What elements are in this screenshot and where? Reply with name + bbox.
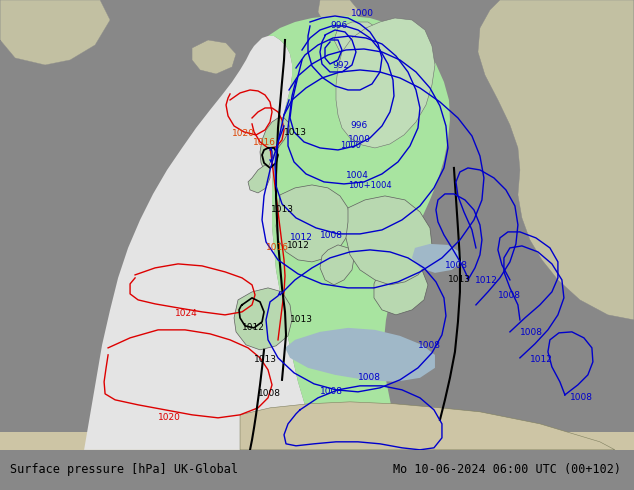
Text: 1013: 1013 [448,275,471,284]
Text: 1008: 1008 [418,341,441,350]
Polygon shape [0,432,634,450]
Text: 1012: 1012 [287,241,310,250]
Text: 1024: 1024 [175,309,198,318]
Polygon shape [412,244,462,273]
Text: 1008: 1008 [258,389,281,398]
Text: 1000: 1000 [348,135,371,144]
Text: 1008: 1008 [498,291,521,300]
Text: 996: 996 [350,121,367,130]
Polygon shape [346,196,432,285]
Text: 1008: 1008 [445,261,468,270]
Text: 1012: 1012 [290,233,313,242]
Polygon shape [0,0,110,200]
Text: 992: 992 [332,61,349,70]
Text: 1000: 1000 [340,141,361,150]
Polygon shape [276,185,350,262]
Polygon shape [318,0,360,30]
Text: 1008: 1008 [570,393,593,402]
Text: 1004: 1004 [346,171,369,180]
Text: 1008: 1008 [320,387,343,396]
Text: 1008: 1008 [358,373,381,382]
Text: 1020: 1020 [232,129,255,138]
Polygon shape [285,328,435,382]
Polygon shape [478,0,634,320]
Text: 1000: 1000 [351,9,373,18]
Polygon shape [234,288,292,350]
Text: 100+1004: 100+1004 [348,181,392,190]
Polygon shape [268,16,450,450]
Polygon shape [336,18,435,148]
Text: Mo 10-06-2024 06:00 UTC (00+102): Mo 10-06-2024 06:00 UTC (00+102) [393,464,621,476]
Polygon shape [374,262,428,315]
Polygon shape [320,245,354,285]
Polygon shape [84,36,320,450]
Text: 1008: 1008 [520,328,543,337]
Text: Surface pressure [hPa] UK-Global: Surface pressure [hPa] UK-Global [10,464,238,476]
Text: 996: 996 [330,21,347,30]
Text: 1012: 1012 [475,276,498,285]
Text: 1016: 1016 [266,243,289,252]
Polygon shape [334,22,382,58]
Text: 1013: 1013 [290,315,313,324]
Polygon shape [240,402,615,450]
Polygon shape [0,0,110,65]
Text: 1013: 1013 [254,355,277,364]
Polygon shape [248,165,270,193]
Polygon shape [192,40,236,74]
Text: 1013: 1013 [271,205,294,214]
Text: 1012: 1012 [242,323,265,332]
Text: 1012: 1012 [530,355,553,364]
Text: 1008: 1008 [320,231,343,240]
Text: 1016: 1016 [252,138,276,147]
Text: 1013: 1013 [284,128,307,137]
Text: 1020: 1020 [158,413,181,422]
Polygon shape [260,118,290,172]
